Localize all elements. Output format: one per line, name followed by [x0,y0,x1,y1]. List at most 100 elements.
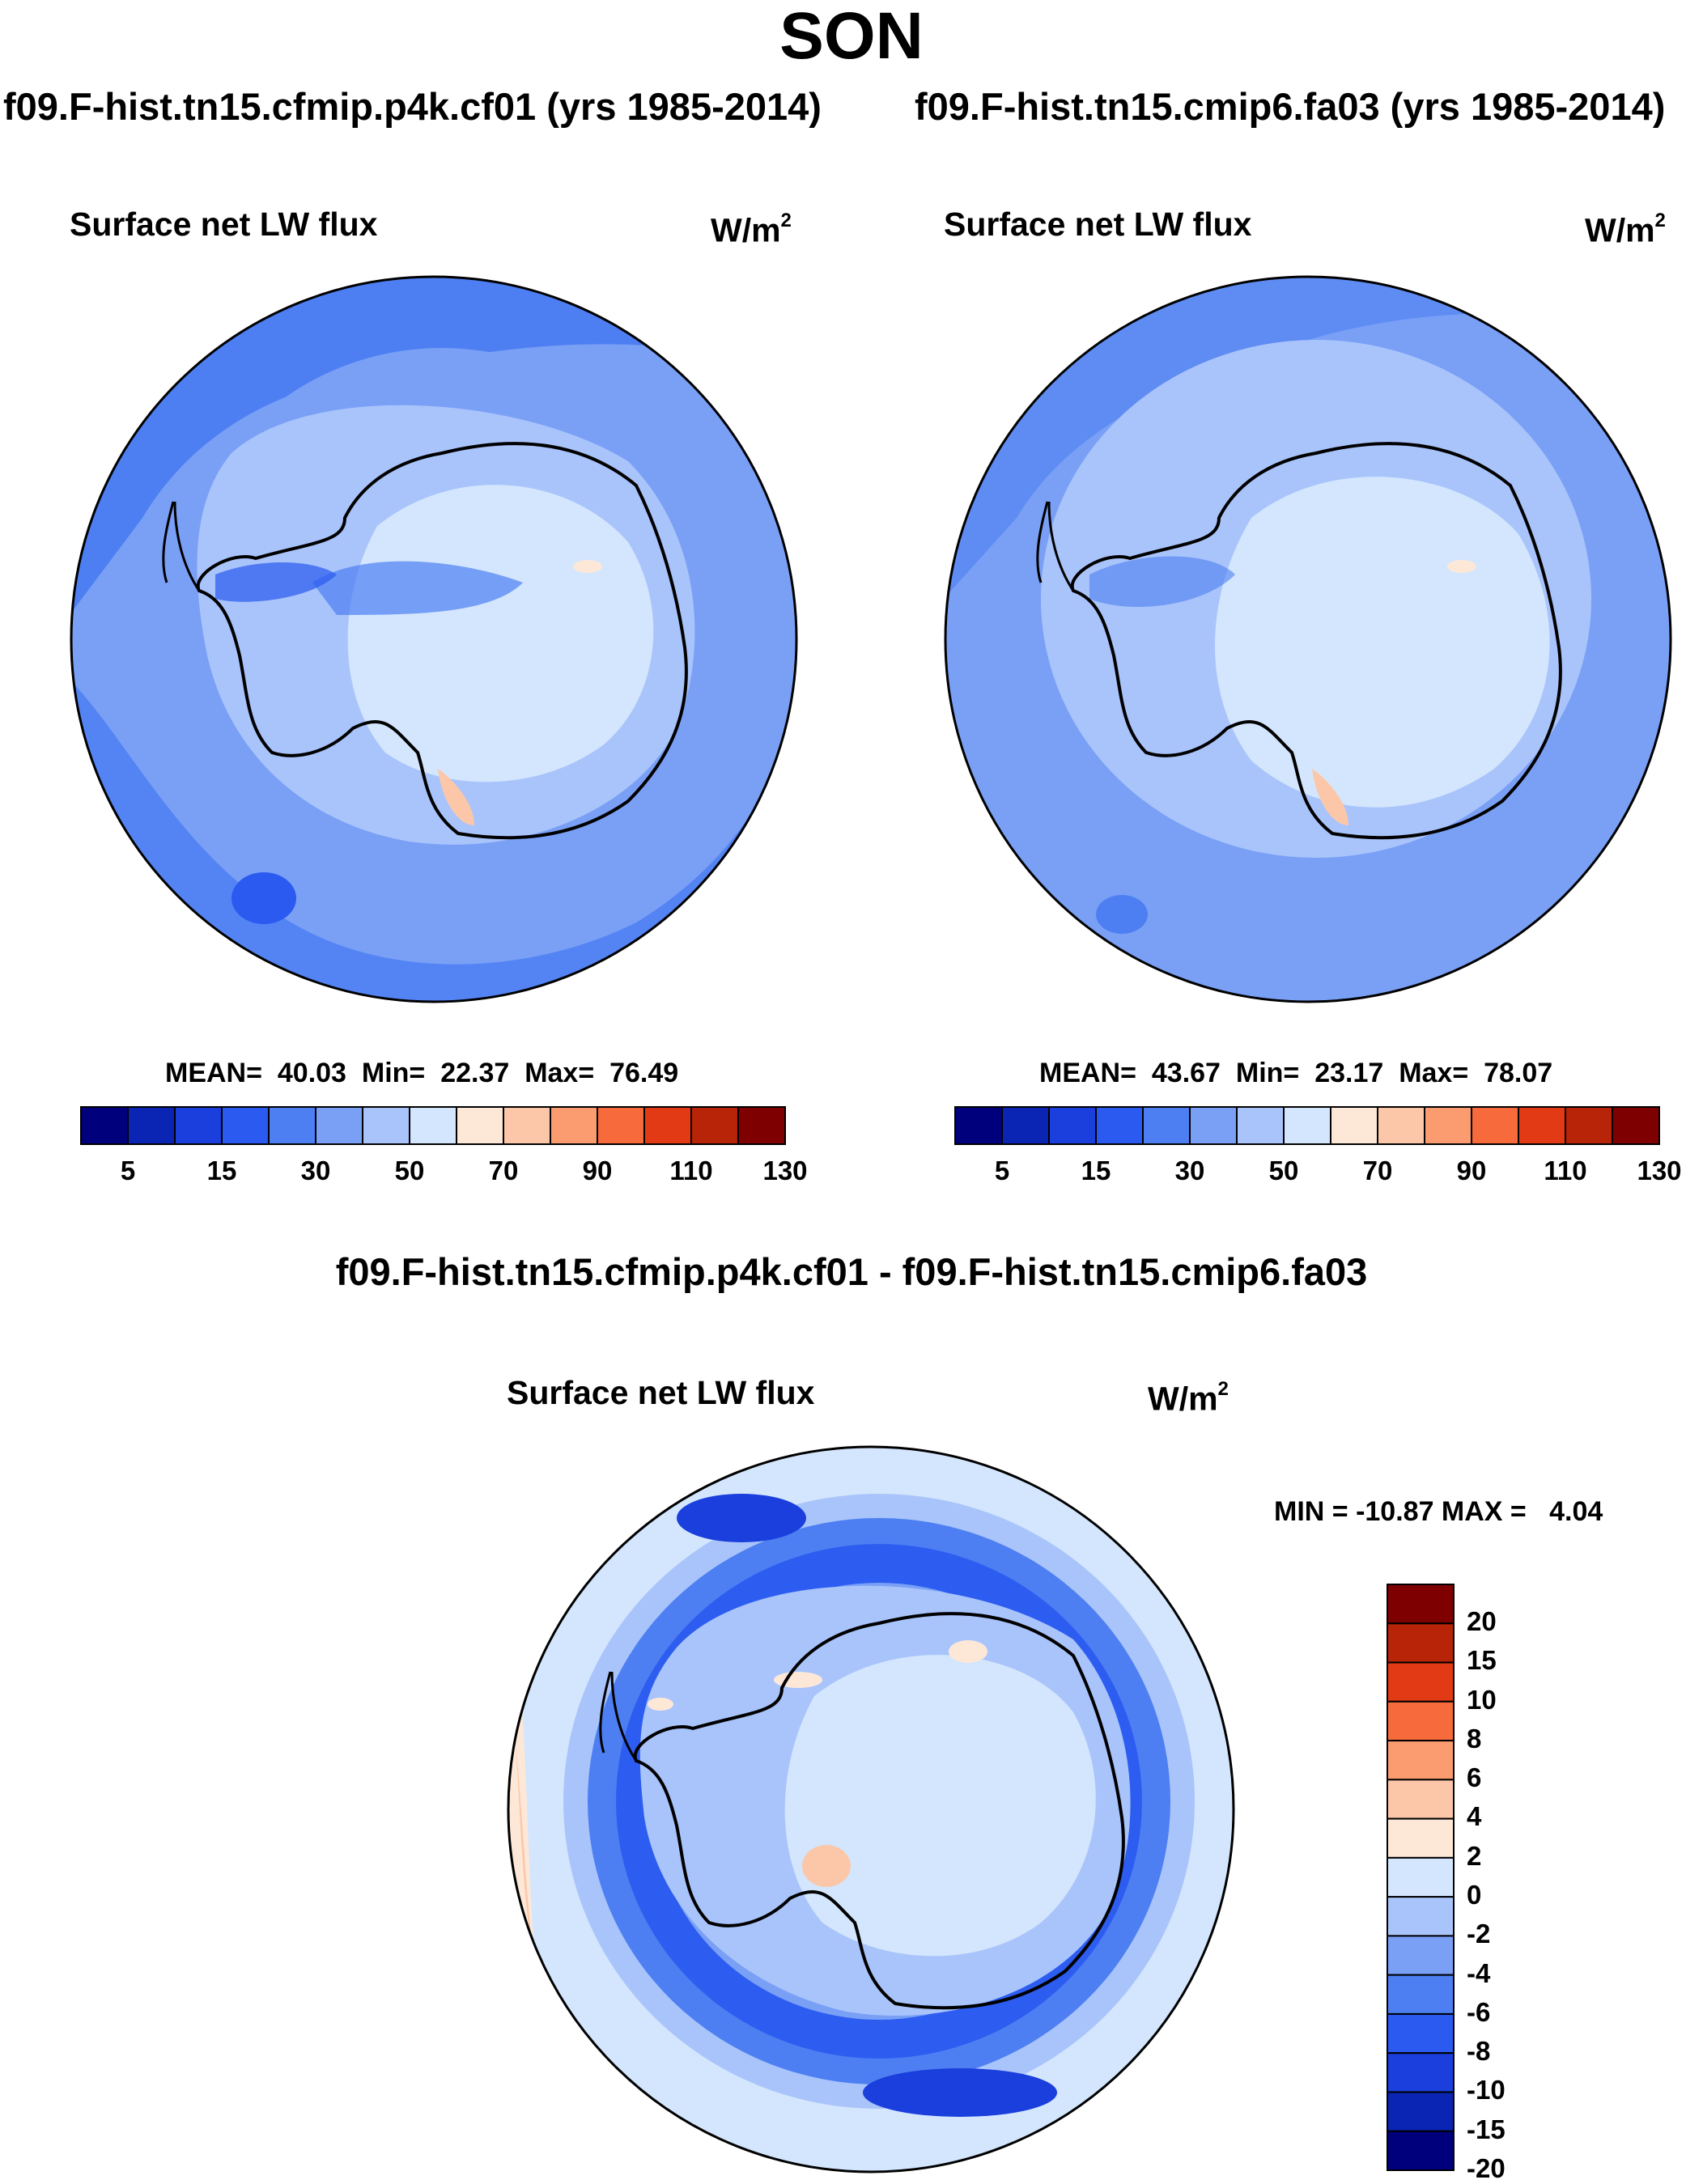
colorbar-swatch [1387,1856,1455,1898]
colorbar-swatch [1387,2052,1455,2093]
panel-2-low-patch [1096,895,1148,934]
colorbar-tick-label: 90 [582,1156,613,1185]
colorbar-swatch [1387,1622,1455,1664]
colorbar-swatch [1387,1700,1455,1742]
colorbar-swatch [1387,1935,1455,1976]
colorbar-tick-label: 30 [1174,1156,1205,1185]
panel-2-warm-patch [1312,769,1348,825]
panel-1-colorbar [80,1106,786,1145]
colorbar-tick-label: 130 [1637,1156,1682,1185]
panel-2-contour-band [1215,477,1550,808]
colorbar-swatch [737,1106,786,1145]
colorbar-tick-label: 30 [300,1156,331,1185]
colorbar-swatch [643,1106,692,1145]
colorbar-swatch [1387,1740,1455,1781]
colorbar-tick-label: -4 [1467,1957,1491,1988]
colorbar-tick-label: -10 [1467,2075,1506,2106]
colorbar-tick-label: 10 [1467,1684,1497,1715]
panel-1-antarctic-coastline [196,442,688,840]
colorbar-swatch [127,1106,176,1145]
colorbar-swatch [221,1106,270,1145]
panel-2-colorbar [954,1106,1660,1145]
colorbar-tick-label: 8 [1467,1723,1482,1754]
colorbar-swatch [1095,1106,1144,1145]
panel-1-peninsula-coastline [162,501,201,592]
panel-1-contour-band [71,680,796,1002]
colorbar-tick-label: 15 [1467,1645,1497,1676]
colorbar-swatch [1387,2012,1455,2055]
colorbar-tick-label: 90 [1456,1156,1487,1185]
panel-1-map-boundary [70,275,798,1003]
panel-1-warm-patch [573,560,602,573]
diff-positive-band [508,1672,539,1995]
colorbar-swatch [1518,1106,1566,1145]
colorbar-swatch [1001,1106,1050,1145]
panel-1-units-label: W/m2 [711,210,792,249]
diff-warm-patch [774,1672,822,1688]
difference-polar-map [507,1445,1235,2173]
colorbar-swatch [1142,1106,1191,1145]
panel-2-variable-label: Surface net LW flux [944,206,1252,243]
panel-1-variable-label: Surface net LW flux [70,206,378,243]
diff-strong-negative [677,1494,806,1542]
panel-2-warm-patch [1447,560,1476,573]
diff-min-max-stats: MIN = -10.87 MAX = 4.04 [1274,1496,1603,1527]
panel-1-contour-band [347,485,654,782]
panel-1-low-band [312,561,523,615]
diff-colorbar-ticks: 20 15 10 8 6 4 2 0 -2 -4 -6 -8 -10 -15 -20 [1467,1584,1564,2183]
colorbar-swatch [690,1106,739,1145]
colorbar-tick-label: -20 [1467,2152,1506,2183]
diff-variable-label: Surface net LW flux [507,1374,815,1411]
colorbar-tick-label: 50 [1268,1156,1299,1185]
colorbar-swatch [550,1106,598,1145]
diff-warm-patch [648,1698,673,1711]
diff-peninsula-coastline [599,1671,638,1762]
season-title: SON [779,0,924,73]
colorbar-tick-label: -15 [1467,2114,1506,2144]
colorbar-tick-label: -2 [1467,1919,1491,1949]
colorbar-swatch [456,1106,504,1145]
colorbar-swatch [1387,1896,1455,1937]
colorbar-swatch [1387,1584,1455,1625]
colorbar-tick-label: 15 [206,1156,237,1185]
panel-2-stats: MEAN= 43.67 Min= 23.17 Max= 78.07 [1039,1058,1553,1088]
panel-2-units-label: W/m2 [1585,210,1666,249]
colorbar-swatch [1330,1106,1378,1145]
panel-2-map-boundary [944,275,1672,1003]
colorbar-tick-label: 110 [1544,1156,1587,1185]
panel-1-warm-patch [438,769,474,825]
diff-warm-patch [949,1640,987,1663]
colorbar-swatch [80,1106,129,1145]
panel-1-low-band [215,562,337,602]
panel-1-colorbar-ticks: 5 15 30 50 70 90 110 130 [81,1156,808,1188]
colorbar-tick-label: 4 [1467,1801,1482,1832]
colorbar-swatch [1236,1106,1285,1145]
colorbar-swatch [1387,2130,1455,2172]
colorbar-tick-label: -6 [1467,1996,1491,2027]
colorbar-swatch [1387,1779,1455,1820]
colorbar-swatch [1283,1106,1331,1145]
panel-2-contour-band [945,277,1671,599]
colorbar-swatch [503,1106,551,1145]
panel-1-stats: MEAN= 40.03 Min= 22.37 Max= 76.49 [165,1058,679,1088]
diff-map-boundary [507,1445,1235,2173]
colorbar-tick-label: 20 [1467,1606,1497,1637]
colorbar-swatch [1387,1661,1455,1703]
diff-warm-patch [802,1845,851,1887]
diff-near-zero [784,1655,1096,1957]
colorbar-tick-label: 70 [1362,1156,1393,1185]
panel-2-low-band [1089,556,1235,607]
colorbar-tick-label: 5 [120,1156,136,1185]
colorbar-tick-label: 6 [1467,1762,1482,1793]
colorbar-swatch [954,1106,1003,1145]
colorbar-tick-label: 70 [488,1156,519,1185]
colorbar-swatch [268,1106,316,1145]
colorbar-tick-label: 0 [1467,1880,1482,1910]
colorbar-tick-label: 2 [1467,1840,1482,1871]
panel-1-case-title: f09.F-hist.tn15.cfmip.p4k.cf01 (yrs 1985… [3,85,822,128]
colorbar-swatch [1612,1106,1660,1145]
colorbar-swatch [1471,1106,1519,1145]
panel-2-polar-map [944,275,1672,1003]
panel-1-polar-map [70,275,798,1003]
panel-1-low-patch [231,872,296,924]
